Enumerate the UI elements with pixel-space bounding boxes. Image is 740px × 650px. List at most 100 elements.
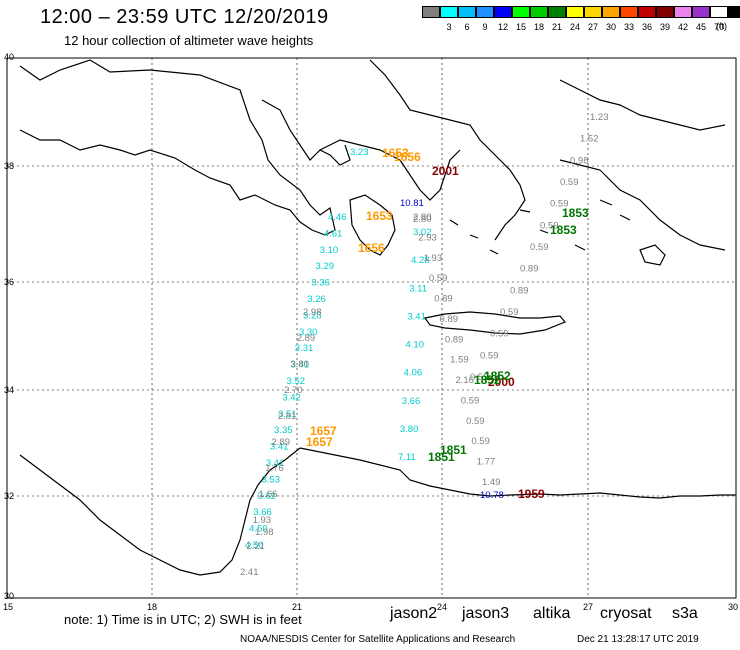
coast-greece-mainland [369,59,526,241]
lat-label-30: 30 [4,591,15,601]
wave-height-label: 10.81 [400,198,424,209]
wave-height-label: 2.70 [284,385,303,396]
wave-height-label: 3.41 [407,311,426,322]
pass-time-label: 1853 [562,206,589,220]
wave-height-label: 3.52 [287,376,306,387]
wave-height-label: 3.28 [303,310,322,321]
wave-height-label: 3.80 [400,424,419,435]
graticule [7,58,736,598]
wave-height-label: 1.93 [253,515,272,526]
wave-height-label: 4.10 [406,340,425,351]
wave-height-label: 0.59 [500,307,519,318]
wave-height-label: 4.06 [404,368,423,379]
lon-label-27: 27 [582,602,593,612]
scale-label: 3 [446,22,452,32]
wave-height-label: 0.59 [471,436,490,447]
wave-height-label: 0.59 [540,220,559,231]
wave-height-label: 2.80 [413,214,432,225]
wave-height-label: 0.89 [445,334,464,345]
scale-swatch [620,6,638,18]
wave-height-label: 3.41 [266,458,285,469]
scale-label: 9 [482,22,488,32]
wave-height-label: 2.81 [278,411,297,422]
wave-height-label: 0.59 [470,372,489,383]
wave-height-label: 0.59 [429,273,448,284]
coast-italy-sicily [19,59,336,236]
scale-label: 21 [551,22,562,32]
note-text: note: 1) Time is in UTC; 2) SWH is in fe… [64,612,302,627]
pass-time-label: 2001 [432,164,459,178]
wave-height-label: 0.59 [560,177,579,188]
lon-label-18: 18 [146,602,157,612]
scale-swatch [512,6,530,18]
wave-height-label: 0.59 [530,242,549,253]
wave-height-label: 2.89 [297,333,316,344]
wave-height-label: 3.10 [320,245,339,256]
scale-swatch [584,6,602,18]
scale-swatch [440,6,458,18]
wave-height-label: 3.66 [253,507,271,518]
legend-cryosat: cryosat [600,605,652,622]
scale-label: 27 [587,22,598,32]
scale-swatch [656,6,674,18]
pass-time-label: 1851 [428,450,455,464]
wave-height-label: 10.78 [480,490,504,501]
scale-swatch [692,6,710,18]
lon-label-21: 21 [291,602,302,612]
scale-label: 70 [713,22,724,32]
wave-height-label: 0.59 [550,199,569,210]
scale-label: 39 [659,22,670,32]
coast-peloponnese [349,194,396,256]
scale-label: 15 [515,22,526,32]
coast-islands-aegean [449,199,631,255]
scale-swatch [710,6,728,18]
pass-time-label: 1959 [518,487,545,501]
wave-height-label: 3.51 [278,409,297,420]
legend-altika: altika [533,605,571,622]
wave-height-label: 3.31 [295,343,314,354]
wave-height-label: 3.02 [413,227,432,238]
coast-sirte [19,447,301,576]
map-frame [6,57,737,599]
scale-swatch [458,6,476,18]
lon-label-30: 30 [727,602,738,612]
scale-label: 24 [569,22,580,32]
wave-height-label: 1.59 [450,355,469,366]
wave-height-label: 2.41 [240,567,259,578]
pass-time-label: 1853 [550,223,577,237]
wave-height-label: 1.76 [265,463,284,474]
wave-height-label: 3.29 [316,261,335,272]
wave-height-label: 2.98 [303,307,322,318]
lat-label-34: 34 [4,385,15,395]
wave-height-label: 2.89 [272,437,291,448]
wave-height-label: 2.93 [418,232,437,243]
legend-jason3: jason3 [462,605,510,622]
wave-height-label: 1.98 [255,527,274,538]
wave-height-label: 2.16 [455,375,474,386]
scale-unit: (ft) [716,21,727,31]
scale-label: 18 [533,22,544,32]
scale-swatch [548,6,566,18]
wave-height-label: 1.93 [424,253,443,264]
scale-swatch [422,6,440,18]
wave-height-label: 0.59 [480,350,499,361]
wave-height-label: 1.66 [259,489,278,500]
wave-height-label: 0.59 [490,329,509,340]
pass-time-label: 1657 [310,424,337,438]
wave-height-label: 4.50 [249,524,268,535]
pass-time-label: 1653 [382,146,409,160]
wave-height-label: 4.50 [245,540,264,551]
pass-time-label: 2000 [488,375,515,389]
lat-label-36: 36 [4,277,15,287]
scale-label: 36 [641,22,652,32]
wave-height-label: 3.11 [409,283,427,294]
wave-height-label: 0.89 [510,285,529,296]
wave-height-label: 4.61 [324,228,343,239]
wave-height-label: 1.23 [590,112,609,123]
scale-swatch [638,6,656,18]
wave-height-label: 3.41 [270,442,289,453]
scale-label: 42 [677,22,688,32]
lat-label-40: 40 [4,52,15,62]
lat-label-32: 32 [4,491,15,501]
